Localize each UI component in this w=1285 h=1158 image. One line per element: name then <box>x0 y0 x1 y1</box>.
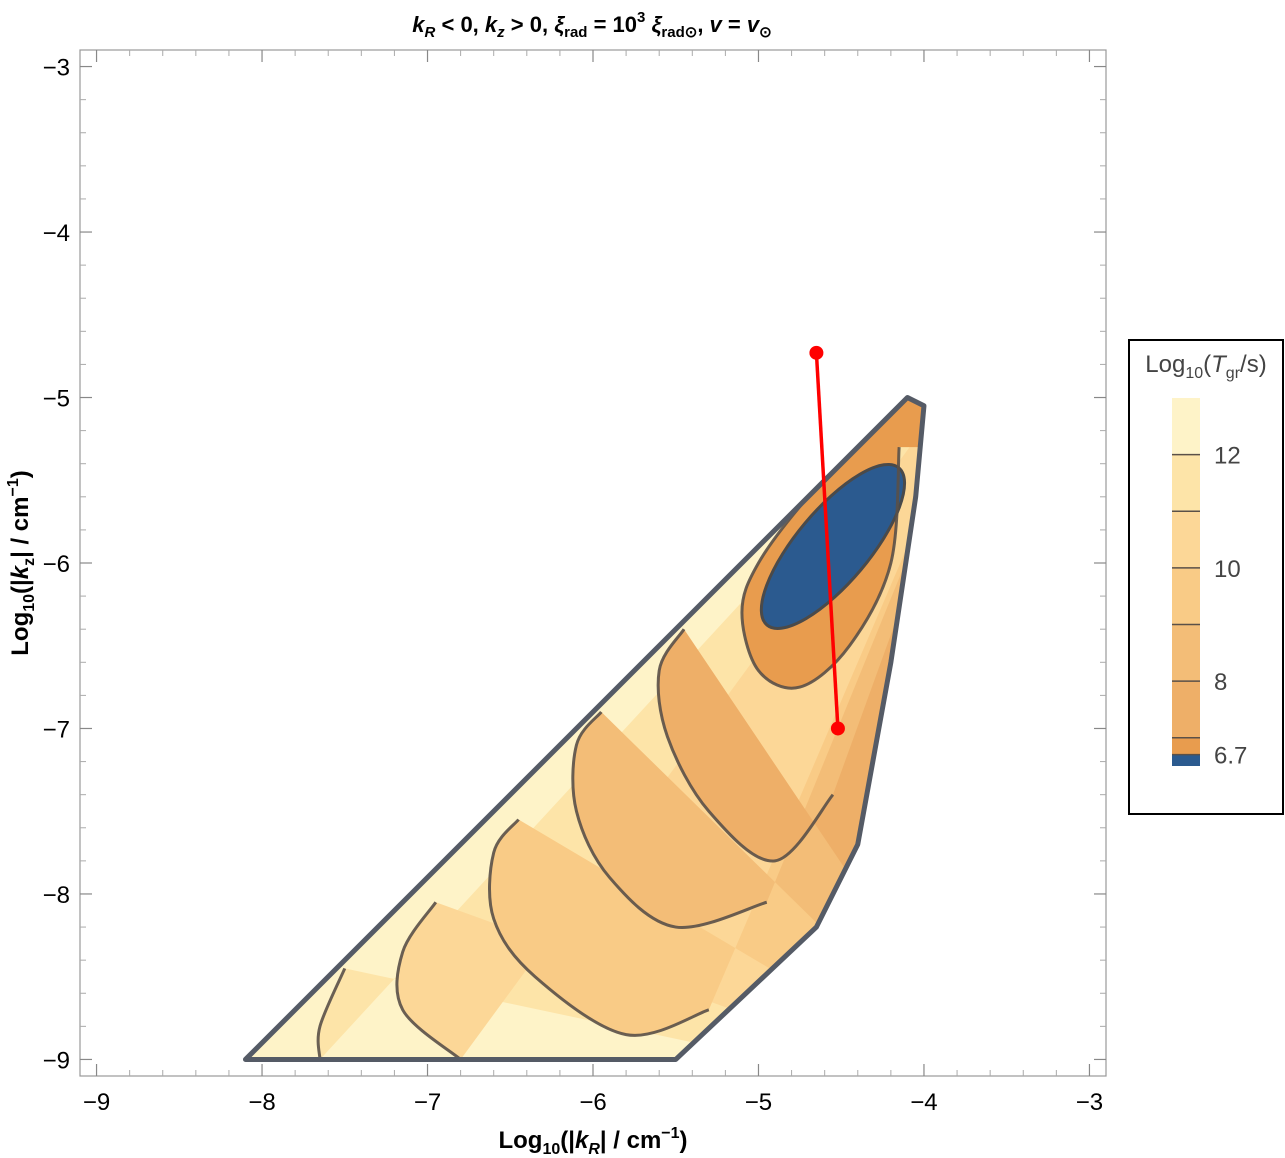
legend-band-8 <box>1172 681 1200 738</box>
y-tick-label: −9 <box>43 1047 70 1074</box>
y-tick-label: −7 <box>43 716 70 743</box>
y-tick-label: −6 <box>43 551 70 578</box>
legend-band-9 <box>1172 624 1200 682</box>
red-line-segment <box>814 352 840 729</box>
legend-frame <box>1128 339 1284 815</box>
contour-line-8 <box>656 628 835 863</box>
x-tick-label: −5 <box>745 1089 772 1116</box>
x-tick-label: −7 <box>414 1089 441 1116</box>
legend-band-6.7 <box>1172 754 1200 766</box>
contour-line-10 <box>488 818 710 1037</box>
legend-band-13 <box>1172 398 1200 455</box>
region-boundary <box>242 395 927 1062</box>
y-tick-label: −8 <box>43 882 70 909</box>
x-tick-label: −6 <box>579 1089 606 1116</box>
x-tick-label: −8 <box>248 1089 275 1116</box>
legend-label: 10 <box>1214 556 1241 583</box>
y-tick-label: −4 <box>43 220 70 247</box>
x-axis-title: Log10(|kR| / cm−1) <box>498 1125 687 1158</box>
red-point-upper <box>809 345 824 360</box>
legend-title: Log10(Tgr/s) <box>1145 351 1266 382</box>
axis-ticks <box>80 50 1106 1076</box>
legend-band-10 <box>1172 567 1200 625</box>
red-point-lower <box>830 721 845 736</box>
contour-lines <box>316 421 901 1061</box>
legend: Log10(Tgr/s) 12 10 8 6.7 <box>1128 339 1284 815</box>
x-tick-labels: −9 −8 −7 −6 −5 −4 −3 <box>83 1089 1103 1116</box>
legend-labels: 12 10 8 6.7 <box>1214 443 1247 770</box>
y-axis-title: Log10(|kz| / cm−1) <box>5 470 38 656</box>
legend-color-bar <box>1172 398 1200 766</box>
x-tick-label: −4 <box>910 1089 937 1116</box>
x-tick-label: −3 <box>1076 1089 1103 1116</box>
y-tick-label: −5 <box>43 386 70 413</box>
x-tick-label: −9 <box>83 1089 110 1116</box>
legend-band-7 <box>1172 737 1200 755</box>
legend-band-11 <box>1172 511 1200 568</box>
y-tick-label: −3 <box>43 55 70 82</box>
legend-label: 6.7 <box>1214 743 1247 770</box>
contour-line-9 <box>571 710 768 929</box>
legend-band-12 <box>1172 454 1200 512</box>
contour-line-11 <box>395 901 462 1061</box>
legend-label: 8 <box>1214 669 1227 696</box>
contour-line-12 <box>316 967 347 1060</box>
legend-label: 12 <box>1214 443 1241 470</box>
chart-title: kR < 0, kz > 0, ξrad = 103 ξrad⊙, v = v⊙ <box>412 9 771 41</box>
y-tick-labels: −3 −4 −5 −6 −7 −8 −9 <box>43 55 70 1075</box>
